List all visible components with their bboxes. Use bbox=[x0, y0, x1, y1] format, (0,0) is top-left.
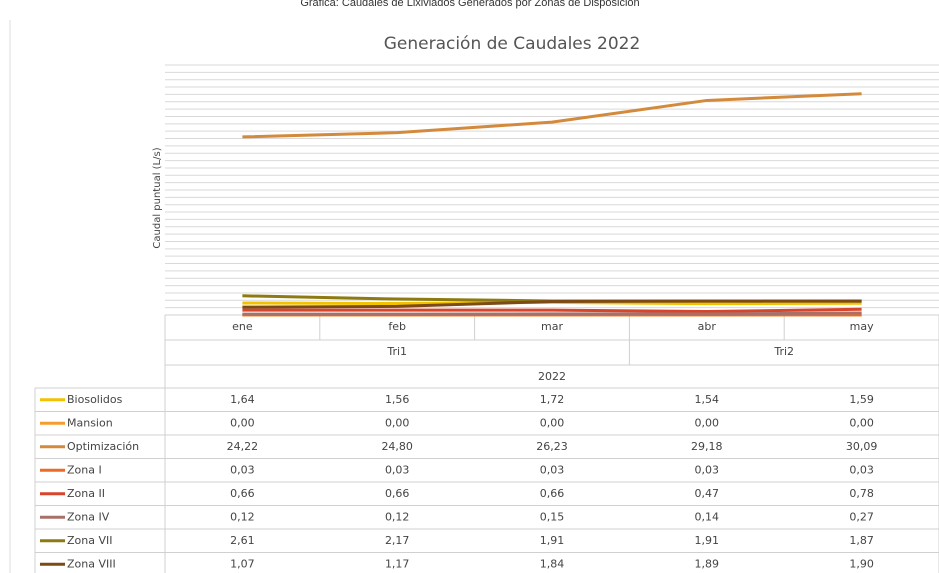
table-cell: 1,84 bbox=[540, 557, 565, 570]
table-cell: 1,54 bbox=[695, 393, 720, 406]
table-cell: 1,91 bbox=[540, 534, 565, 547]
caption: Gráfica: Caudales de Lixiviados Generado… bbox=[300, 0, 639, 9]
super-group-label: 2022 bbox=[538, 370, 566, 383]
table-cell: 24,22 bbox=[227, 440, 259, 453]
table-cell: 0,00 bbox=[849, 416, 874, 429]
table-cell: 1,56 bbox=[385, 393, 410, 406]
series-line bbox=[242, 299, 862, 309]
x-tick-label: ene bbox=[232, 320, 253, 333]
chart-title: Generación de Caudales 2022 bbox=[384, 34, 641, 54]
group-label: Tri2 bbox=[773, 345, 794, 358]
series-line bbox=[242, 311, 862, 316]
table-cell: 1,17 bbox=[385, 557, 410, 570]
table-cell: 0,12 bbox=[385, 510, 410, 523]
table-cell: 0,78 bbox=[849, 487, 874, 500]
table-cell: 1,87 bbox=[849, 534, 874, 547]
table-cell: 1,72 bbox=[540, 393, 565, 406]
table-cell: 0,03 bbox=[230, 463, 255, 476]
table-cell: 0,47 bbox=[695, 487, 720, 500]
table-cell: 1,91 bbox=[695, 534, 720, 547]
table-cell: 0,03 bbox=[385, 463, 410, 476]
series-line bbox=[242, 307, 862, 314]
table-cell: 0,03 bbox=[695, 463, 720, 476]
group-label: Tri1 bbox=[386, 345, 407, 358]
table-cell: 24,80 bbox=[381, 440, 413, 453]
table-cell: 0,66 bbox=[385, 487, 410, 500]
table-cell: 0,00 bbox=[540, 416, 565, 429]
table-cell: 0,66 bbox=[230, 487, 255, 500]
legend-label: Biosolidos bbox=[67, 393, 123, 406]
table-cell: 2,61 bbox=[230, 534, 255, 547]
x-tick-label: abr bbox=[698, 320, 717, 333]
legend-label: Zona II bbox=[67, 487, 105, 500]
table-cell: 26,23 bbox=[536, 440, 568, 453]
table-cell: 1,89 bbox=[695, 557, 720, 570]
table-cell: 0,14 bbox=[695, 510, 720, 523]
legend-label: Zona VII bbox=[67, 534, 113, 547]
table-cell: 0,00 bbox=[695, 416, 720, 429]
legend-label: Mansion bbox=[67, 416, 113, 429]
table-cell: 1,64 bbox=[230, 393, 255, 406]
table-cell: 0,03 bbox=[849, 463, 874, 476]
legend-label: Zona I bbox=[67, 463, 102, 476]
table-cell: 29,18 bbox=[691, 440, 723, 453]
table-cell: 0,03 bbox=[540, 463, 565, 476]
table-cell: 2,17 bbox=[385, 534, 410, 547]
table-cell: 1,90 bbox=[849, 557, 874, 570]
table-cell: 0,00 bbox=[230, 416, 255, 429]
x-tick-label: may bbox=[850, 320, 874, 333]
table-cell: 0,00 bbox=[385, 416, 410, 429]
table-cell: 30,09 bbox=[846, 440, 878, 453]
x-tick-label: mar bbox=[541, 320, 563, 333]
legend-label: Zona IV bbox=[67, 510, 110, 523]
table-cell: 1,59 bbox=[849, 393, 874, 406]
series-line bbox=[242, 92, 862, 139]
legend-label: Optimización bbox=[67, 440, 139, 453]
table-cell: 0,15 bbox=[540, 510, 565, 523]
table-cell: 0,12 bbox=[230, 510, 255, 523]
table-cell: 1,07 bbox=[230, 557, 255, 570]
y-axis-label: Caudal puntual (L/s) bbox=[152, 147, 163, 248]
table-cell: 0,66 bbox=[540, 487, 565, 500]
legend-label: Zona VIII bbox=[67, 557, 116, 570]
table-cell: 0,27 bbox=[849, 510, 874, 523]
x-tick-label: feb bbox=[388, 320, 406, 333]
